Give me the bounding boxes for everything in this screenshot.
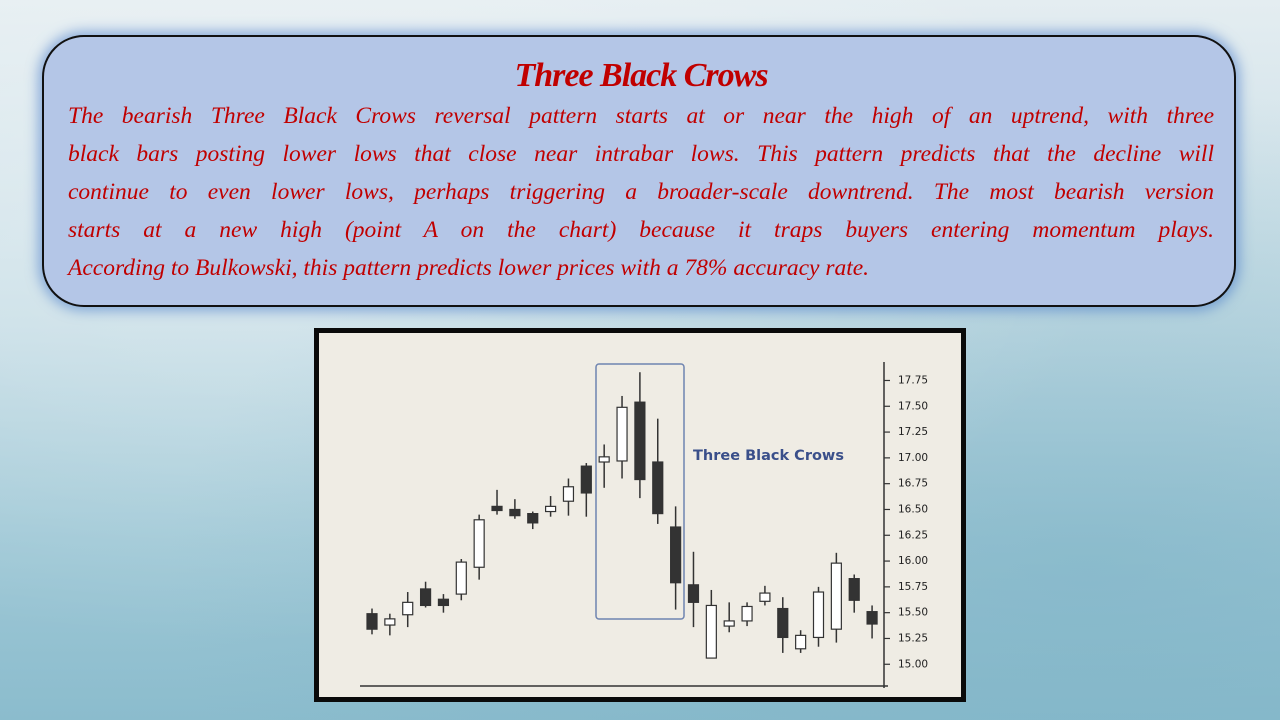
y-tick-label: 16.50 — [898, 503, 928, 515]
candle-body — [634, 401, 646, 481]
y-tick-label: 16.00 — [898, 555, 928, 567]
y-tick-label: 15.25 — [898, 632, 928, 644]
candle-body — [616, 406, 628, 462]
candle-body — [562, 486, 575, 502]
candle-body — [759, 592, 771, 602]
body-line: The bearish Three Black Crows reversal p… — [68, 103, 1214, 129]
candle-body — [545, 505, 557, 513]
y-tick-label: 15.75 — [898, 581, 928, 593]
candle-body — [366, 613, 378, 630]
y-tick-label: 17.50 — [898, 400, 928, 412]
y-tick-label: 17.00 — [898, 452, 928, 464]
candle-body — [848, 578, 860, 601]
candle-body — [670, 526, 682, 584]
body-line: starts at a new high (point A on the cha… — [68, 217, 1214, 243]
y-tick-label: 15.50 — [898, 607, 928, 619]
slide-title: Three Black Crows — [514, 57, 768, 94]
candle-body — [830, 562, 842, 630]
annotation: Three Black Crows — [693, 448, 844, 464]
y-tick-label: 15.00 — [898, 658, 928, 670]
candle-body — [795, 634, 807, 650]
candle-body — [580, 465, 592, 494]
candle-body — [455, 561, 467, 595]
candle-body — [598, 456, 610, 463]
candle-body — [723, 620, 735, 627]
candle-body — [812, 591, 825, 639]
candle-body — [777, 607, 789, 639]
candle-body — [741, 605, 753, 622]
body-line: continue to even lower lows, perhaps tri… — [68, 179, 1214, 205]
body-line: black bars posting lower lows that close… — [68, 141, 1214, 167]
text-box: Three Black Crows The bearish Three Blac… — [42, 35, 1236, 307]
candle-body — [509, 508, 521, 517]
pattern-highlight — [595, 363, 685, 620]
y-tick-label: 16.25 — [898, 529, 928, 541]
y-tick-label: 16.75 — [898, 478, 928, 490]
y-tick-label: 17.25 — [898, 426, 928, 438]
candle-body — [384, 618, 396, 626]
y-tick-label: 17.75 — [898, 374, 928, 386]
candle-body — [437, 598, 450, 607]
candle-body — [705, 604, 717, 659]
candle-body — [419, 588, 432, 607]
candle-body — [687, 584, 700, 603]
candle-body — [652, 461, 664, 515]
candle-body — [473, 519, 485, 568]
candle-body — [491, 505, 503, 512]
candle-body — [866, 611, 878, 625]
candle-body — [402, 601, 414, 616]
body-line: According to Bulkowski, this pattern pre… — [68, 255, 870, 281]
chart: Three Black Crows 15.00 15.25 15.50 15.75 16… — [314, 328, 966, 702]
candle-body — [527, 513, 539, 524]
